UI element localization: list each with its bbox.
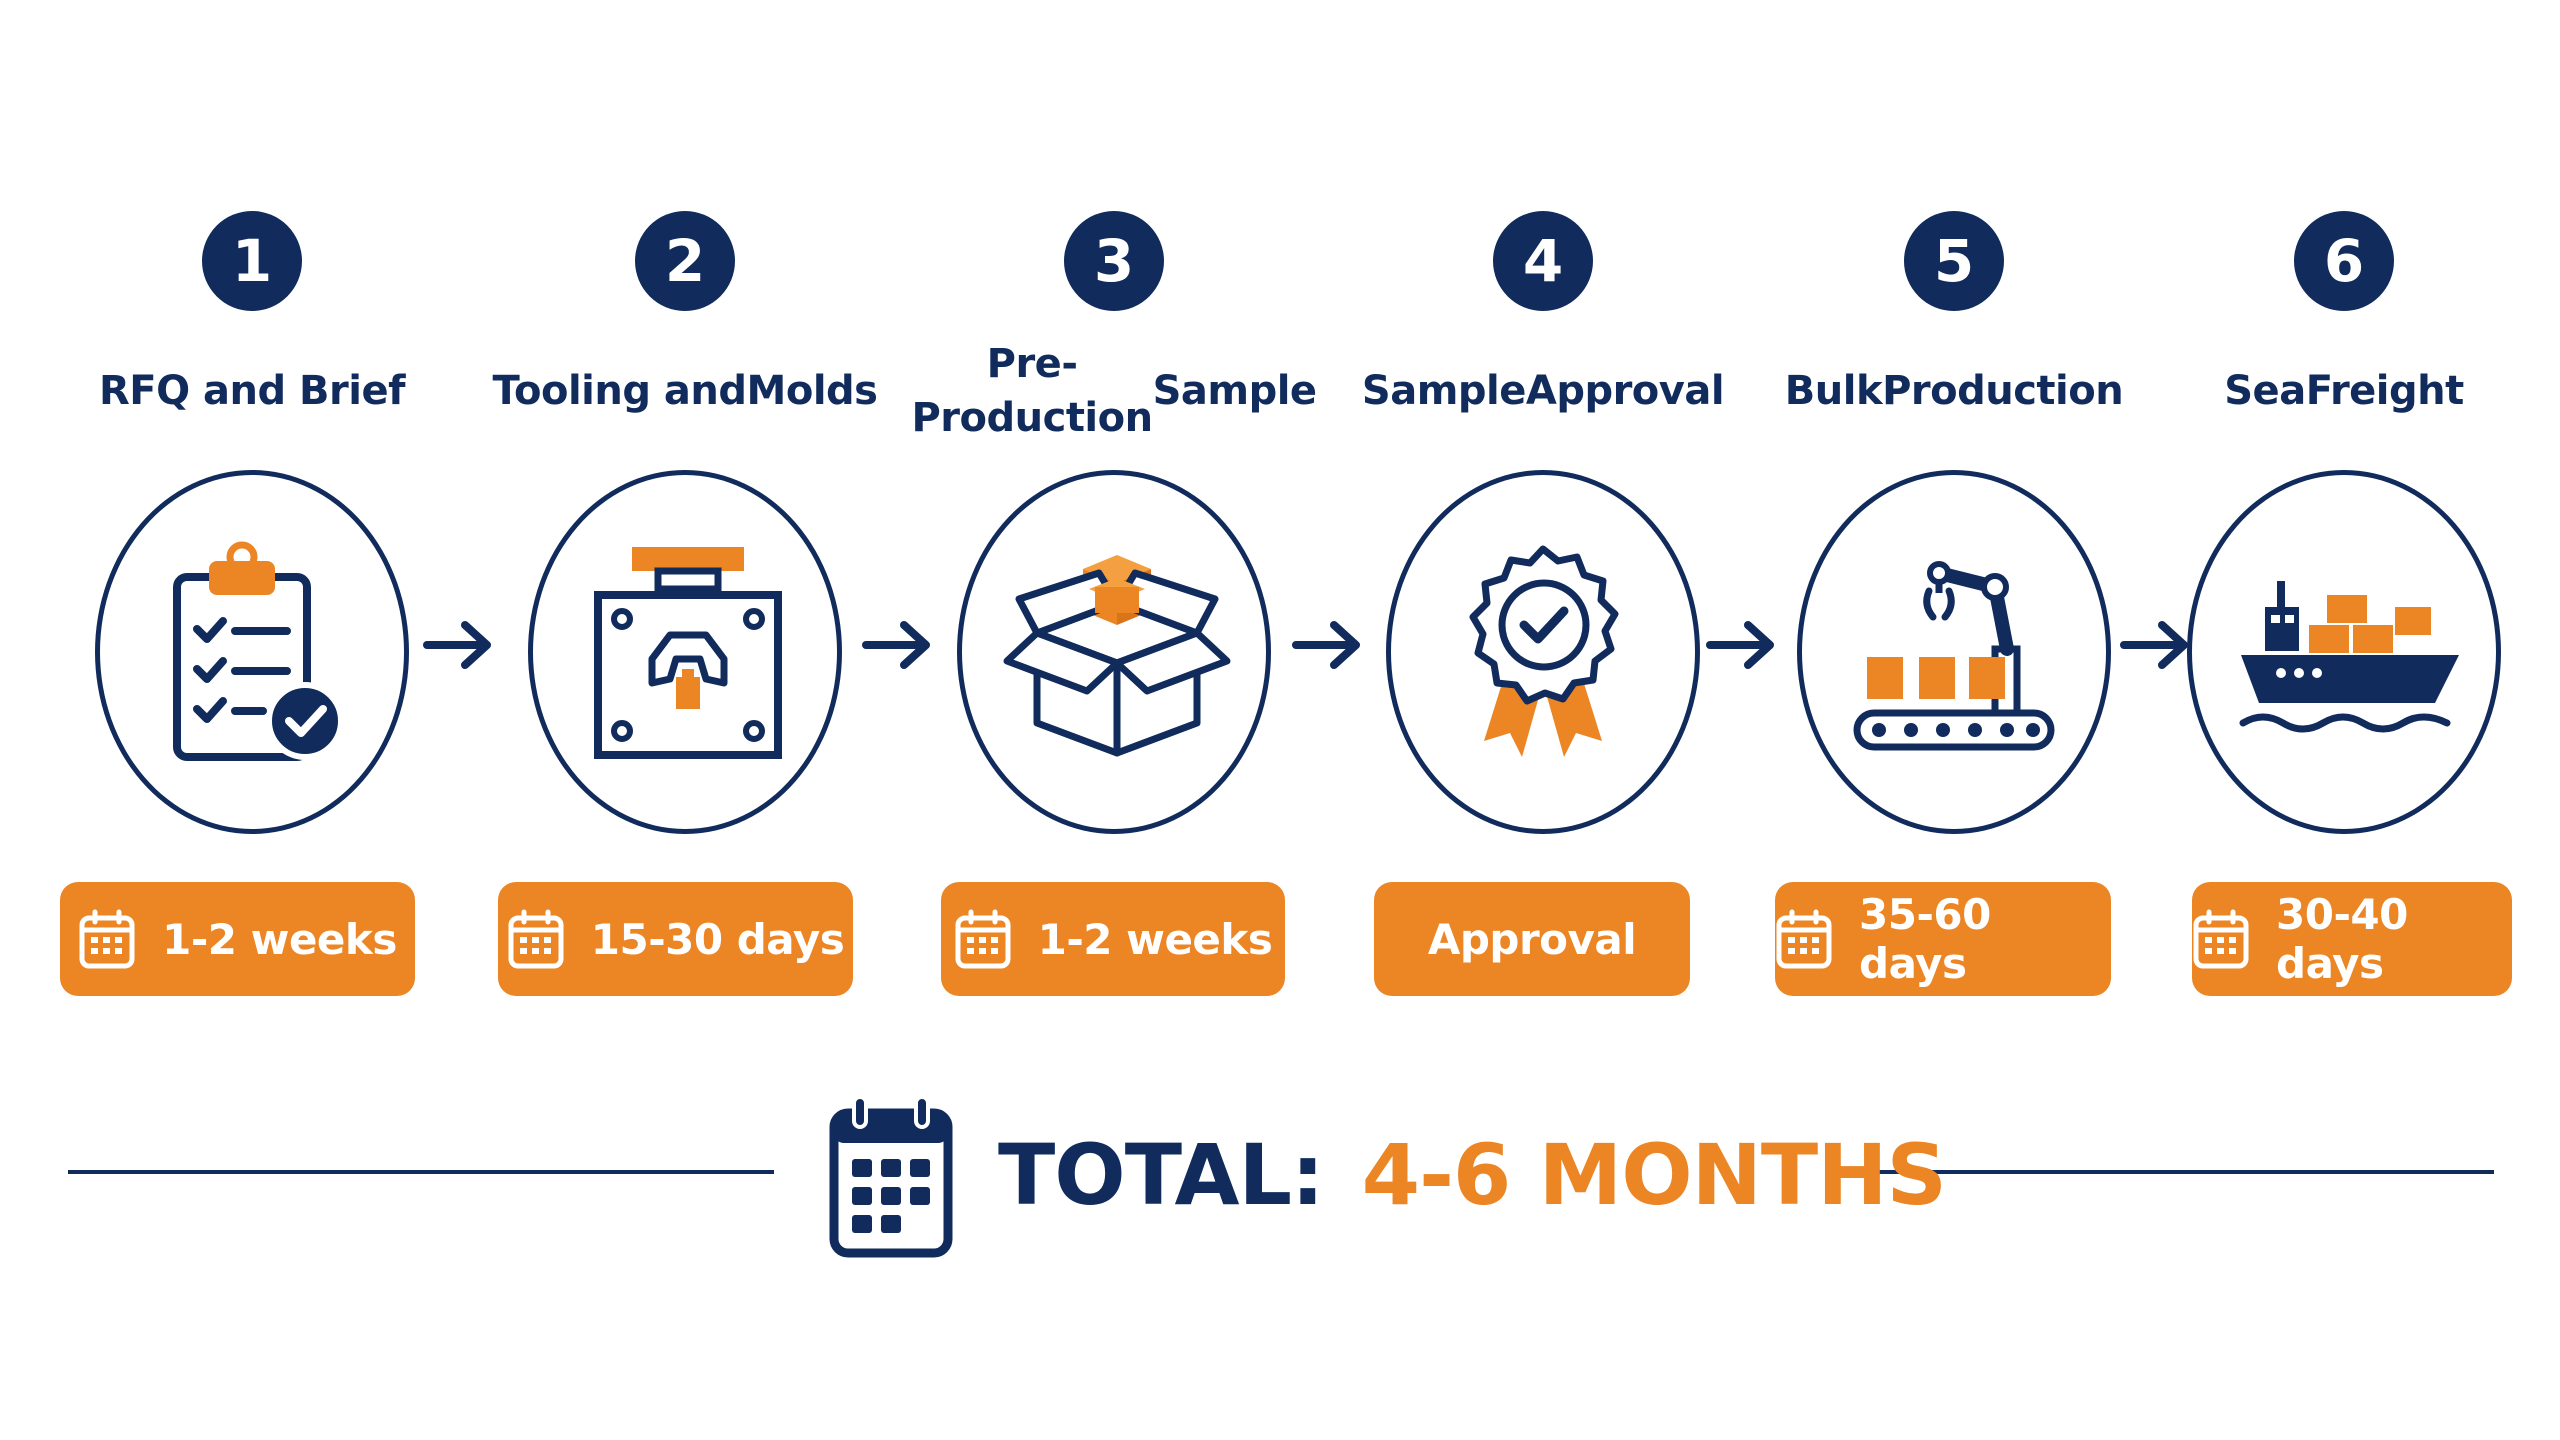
- step-number: 5: [1904, 211, 2004, 311]
- step-title: Tooling and Molds: [492, 368, 878, 414]
- duration-badge: 1-2 weeks: [60, 882, 415, 996]
- duration-text: 30-40 days: [2276, 890, 2408, 988]
- duration-text: 1-2 weeks: [162, 914, 397, 964]
- duration-badge: 35-60 days: [1775, 882, 2111, 996]
- step-title: RFQ and Brief: [98, 368, 406, 414]
- arrow-right-icon: [2120, 621, 2188, 669]
- arrow-right-icon: [1706, 621, 1774, 669]
- step-icon-circle: [1797, 470, 2111, 834]
- step-number: 1: [202, 211, 302, 311]
- step-sample-approval: 4 Sample Approval: [1343, 0, 1743, 1000]
- calendar-icon: [955, 909, 1011, 969]
- step-sea-freight: 6 Sea Freight: [2144, 0, 2544, 1000]
- step-bulk-production: 5 Bulk Production: [1754, 0, 2154, 1000]
- duration-text: 1-2 weeks: [1037, 914, 1273, 964]
- arrow-right-icon: [1292, 621, 1360, 669]
- duration-badge: 15-30 days: [498, 882, 853, 996]
- calendar-icon: [79, 909, 135, 969]
- step-number: 2: [635, 211, 735, 311]
- mold-icon: [594, 547, 782, 759]
- step-rfq: 1 RFQ and Brief: [52, 0, 452, 1000]
- arrow-right-icon: [862, 621, 930, 669]
- step-title: Pre-Production Sample: [911, 341, 1317, 441]
- step-pre-production: 3 Pre-Production Sample: [911, 0, 1317, 1000]
- cargo-ship-icon: [2239, 581, 2459, 733]
- clipboard-check-icon: [173, 541, 344, 761]
- duration-text: 35-60 days: [1859, 890, 1991, 988]
- award-badge-icon: [1469, 545, 1619, 757]
- step-icon-circle: [528, 470, 842, 834]
- duration-text: 15-30 days: [590, 914, 845, 964]
- step-number: 3: [1064, 211, 1164, 311]
- step-tooling: 2 Tooling and Molds: [485, 0, 885, 1000]
- step-number: 6: [2294, 211, 2394, 311]
- step-icon-circle: [957, 470, 1271, 834]
- calendar-icon: [829, 1095, 953, 1258]
- step-title: Sea Freight: [2224, 368, 2464, 414]
- total-value: 4-6 MONTHS: [1361, 1126, 1947, 1224]
- step-icon-circle: [1386, 470, 1700, 834]
- step-icon-circle: [95, 470, 409, 834]
- total-label: TOTAL:: [998, 1126, 1325, 1224]
- duration-badge: Approval: [1374, 882, 1690, 996]
- total-summary: TOTAL: 4-6 MONTHS: [828, 1090, 1947, 1260]
- arrow-right-icon: [423, 621, 491, 669]
- step-title: Sample Approval: [1361, 368, 1725, 414]
- step-number: 4: [1493, 211, 1593, 311]
- divider-right: [1856, 1170, 2494, 1174]
- duration-badge: 30-40 days: [2192, 882, 2512, 996]
- calendar-icon: [2193, 909, 2249, 969]
- divider-left: [68, 1170, 774, 1174]
- duration-text: Approval: [1427, 914, 1637, 964]
- duration-badge: 1-2 weeks: [941, 882, 1285, 996]
- step-title: Bulk Production: [1784, 368, 2124, 414]
- calendar-icon: [1776, 909, 1832, 969]
- open-box-icon: [1003, 555, 1231, 757]
- step-icon-circle: [2187, 470, 2501, 834]
- calendar-icon: [508, 909, 564, 969]
- conveyor-robot-icon: [1853, 561, 2055, 751]
